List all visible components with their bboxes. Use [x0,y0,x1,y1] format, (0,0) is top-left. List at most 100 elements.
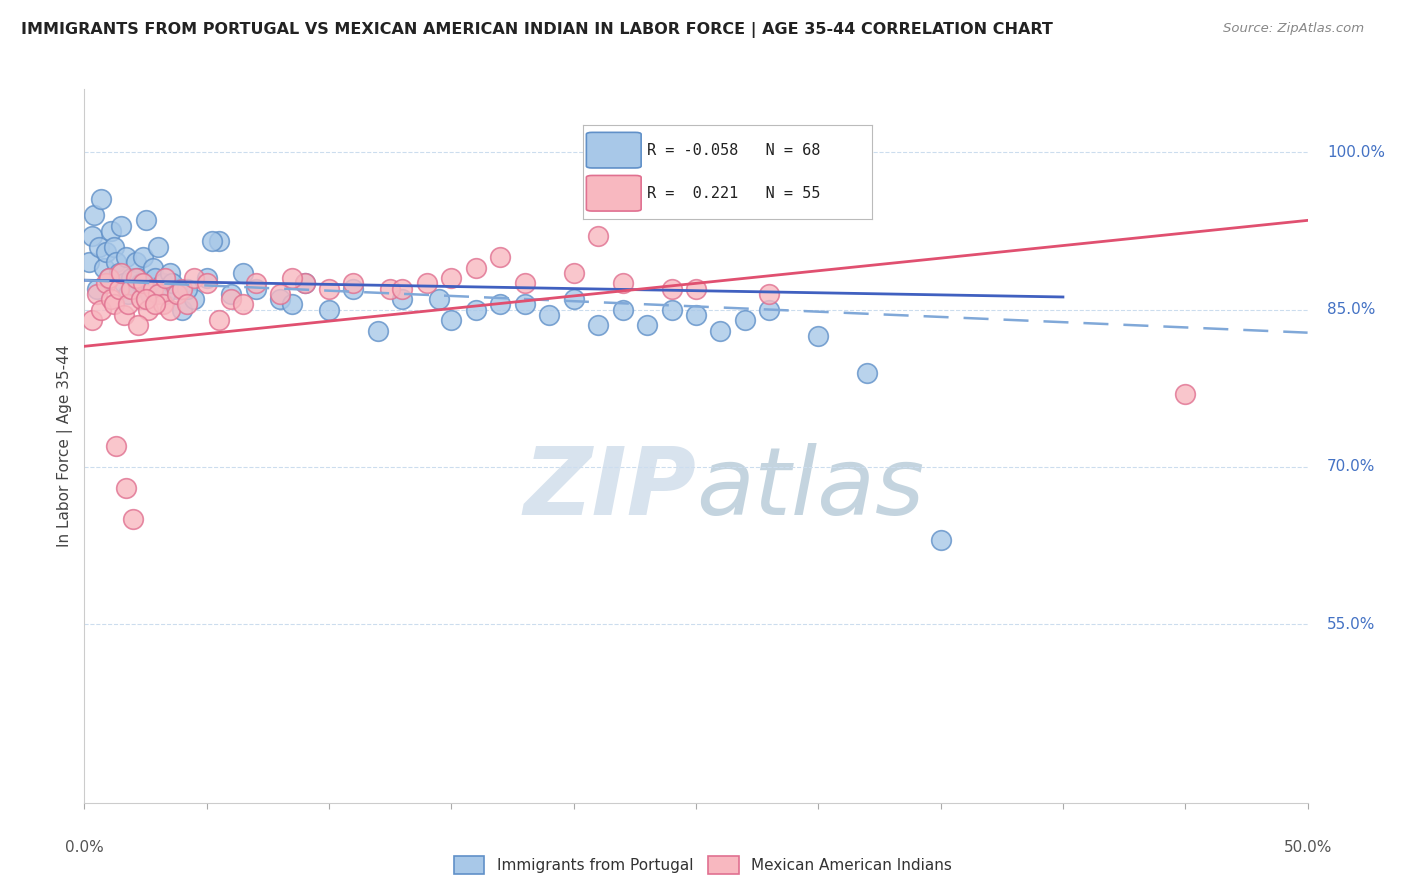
Point [120,271,142,285]
Text: 50.0%: 50.0% [1284,839,1331,855]
Point [464,260,486,275]
Point [112,308,135,322]
Point [636,318,658,333]
Point [93,260,115,275]
Text: 100.0%: 100.0% [1327,145,1385,160]
Point [105,255,128,269]
Point [856,366,879,380]
Point [929,533,952,548]
Point [245,277,267,291]
Point [90,193,112,207]
Point [97,271,120,285]
Point [152,277,174,291]
Point [86,286,108,301]
Point [135,292,157,306]
Point [318,282,340,296]
Point [105,439,128,453]
Y-axis label: In Labor Force | Age 35-44: In Labor Force | Age 35-44 [58,345,73,547]
Point [464,302,486,317]
Point [612,302,634,317]
Point [146,239,169,253]
Point [1174,386,1197,401]
Point [122,512,145,526]
Point [269,286,291,301]
FancyBboxPatch shape [586,132,641,168]
Point [200,235,222,249]
Point [208,235,231,249]
Point [195,271,218,285]
Text: ZIP: ZIP [523,442,696,535]
Point [142,282,165,296]
Point [172,282,194,296]
Point [562,292,585,306]
Point [513,297,536,311]
Point [176,282,198,296]
Point [100,224,122,238]
Point [513,277,536,291]
Point [153,271,176,285]
Point [166,282,188,296]
Point [115,250,138,264]
Point [183,292,205,306]
Text: 70.0%: 70.0% [1327,459,1375,475]
Point [427,292,450,306]
Point [440,313,463,327]
Point [586,318,609,333]
Point [195,277,218,291]
Point [661,282,683,296]
Text: atlas: atlas [696,443,924,534]
Point [281,297,304,311]
Point [135,213,157,227]
Point [269,292,291,306]
Point [391,282,413,296]
Point [97,271,120,285]
Point [125,255,148,269]
Text: 85.0%: 85.0% [1327,302,1375,317]
Point [416,277,439,291]
Text: 0.0%: 0.0% [65,839,104,855]
Point [162,277,184,291]
Point [734,313,756,327]
Point [294,277,316,291]
Point [152,297,174,311]
Point [281,271,304,285]
Point [139,286,162,301]
Point [232,297,254,311]
Point [294,277,316,291]
Point [132,277,155,291]
Point [80,313,103,327]
Point [562,266,585,280]
Point [159,266,181,280]
Point [538,308,561,322]
Point [100,292,122,306]
Point [132,250,155,264]
Point [440,271,463,285]
Text: IMMIGRANTS FROM PORTUGAL VS MEXICAN AMERICAN INDIAN IN LABOR FORCE | AGE 35-44 C: IMMIGRANTS FROM PORTUGAL VS MEXICAN AMER… [21,22,1053,38]
Point [143,271,166,285]
Point [77,255,100,269]
Point [117,297,139,311]
Point [208,313,231,327]
Point [367,324,389,338]
Point [103,239,125,253]
Point [318,302,340,317]
Point [86,282,108,296]
Point [83,208,105,222]
Text: R = -0.058   N = 68: R = -0.058 N = 68 [647,143,820,158]
Point [232,266,254,280]
Point [342,277,364,291]
Point [685,282,707,296]
Point [127,271,149,285]
Point [391,292,413,306]
Point [136,282,159,296]
Point [129,277,152,291]
Point [245,282,267,296]
Point [612,277,634,291]
Point [115,481,138,495]
Point [143,297,166,311]
Point [80,229,103,244]
Text: 55.0%: 55.0% [1327,617,1375,632]
Point [219,292,242,306]
Point [107,282,129,296]
Point [489,250,512,264]
